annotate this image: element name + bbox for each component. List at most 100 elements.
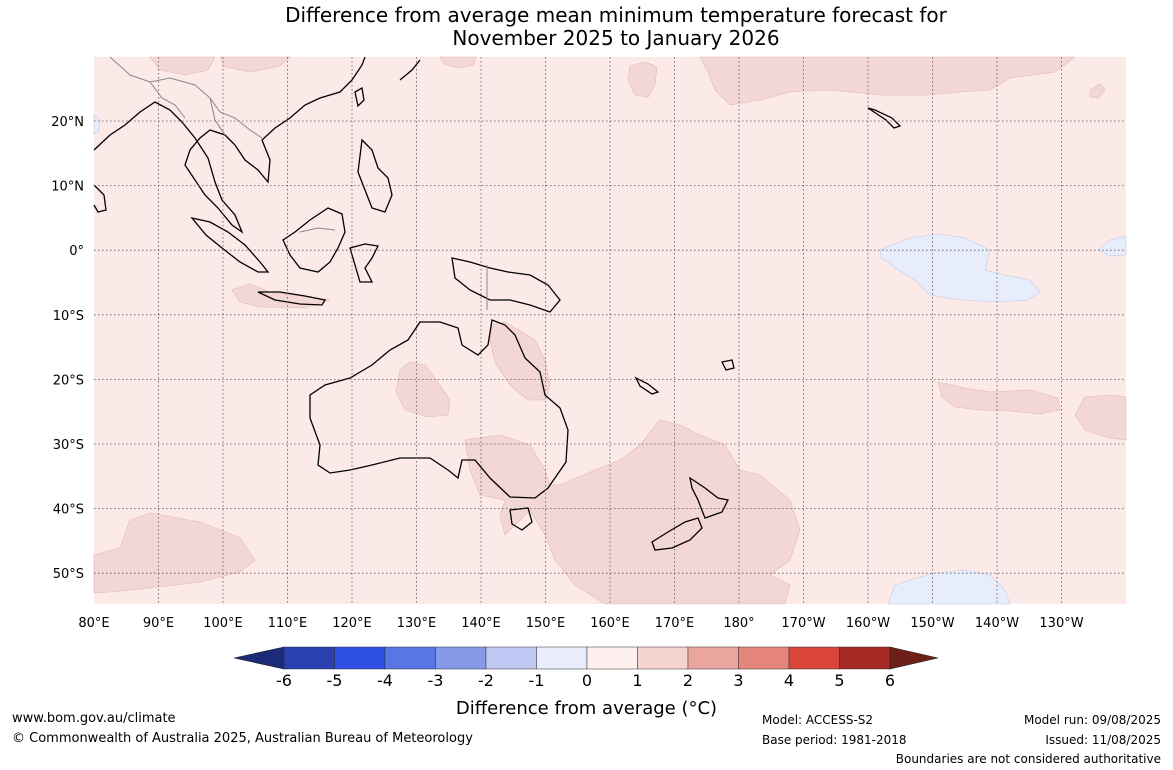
country-borders [109,56,488,310]
graticule [94,57,1126,604]
colorbar-tick-label: 6 [885,671,895,690]
coastline-philippines [357,138,393,213]
longitude-label: 130°W [1039,616,1083,631]
longitude-label: 150°W [910,616,954,631]
colorbar-tick-label: 3 [733,671,743,690]
border [109,56,263,139]
issued-date: Issued: 11/08/2025 [1045,733,1161,747]
longitude-label: 120°E [332,616,372,631]
anomaly-region [149,56,216,76]
coastline-new-caledonia [634,376,660,395]
colorbar-extend-high [889,646,939,670]
anomaly-region [1089,83,1106,99]
anomaly-region [219,56,291,73]
anomaly-regions-minus-1-to-0 [93,114,1127,605]
latitude-label: 0° [69,244,84,259]
longitude-label: 100°E [203,616,243,631]
latitude-label: 10°N [51,180,84,195]
coastline-java [257,291,327,306]
coastline-tasmania [509,507,533,531]
colorbar-swatch [536,646,588,670]
anomaly-regions-1-to-2 [93,56,1127,605]
latitude-label: 10°S [53,309,84,324]
colorbar-tick-label: -2 [478,671,494,690]
colorbar [233,646,939,670]
longitude-label: 170°W [781,616,825,631]
coastline-borneo [282,207,346,273]
latitude-labels: 20°N 10°N 0° 10°S 20°S 30°S 40°S 50°S [51,115,84,582]
colorbar-swatch [637,646,689,670]
longitude-label: 140°E [461,616,501,631]
coastline-new-zealand-north [689,476,729,519]
coastline-hawaii [867,107,902,129]
website-link[interactable]: www.bom.gov.au/climate [12,711,176,726]
coastline-sumatra [190,216,270,273]
coastline-southeast-asia [93,56,366,234]
latitude-label: 50°S [53,567,84,582]
longitude-label: 130°E [397,616,437,631]
anomaly-region [93,114,101,135]
colorbar-title: Difference from average (°C) [455,698,718,719]
longitude-label: 90°E [143,616,174,631]
border [299,227,336,233]
longitude-label: 110°E [268,616,308,631]
longitude-label: 160°E [590,616,630,631]
anomaly-region [699,56,1076,106]
colorbar-tick-label: 5 [834,671,844,690]
map-title-line-1: Difference from average mean minimum tem… [285,3,947,27]
coastline-fiji [721,359,735,371]
coastlines [93,56,902,551]
colorbar-swatch [687,646,739,670]
anomaly-region [937,381,1061,415]
latitude-label: 40°S [53,503,84,518]
anomaly-region [489,321,551,401]
map-title-line-2: November 2025 to January 2026 [452,26,780,50]
anomaly-region [439,56,477,69]
anomaly-region [231,283,331,309]
colorbar-tick-label: -1 [529,671,545,690]
longitude-labels: 80°E 90°E 100°E 110°E 120°E 130°E 140°E 150°E 16… [78,616,1083,631]
coastline-japan [399,59,421,81]
model-run-date: Model run: 09/08/2025 [1023,713,1161,727]
coastline-taiwan [354,86,365,108]
model-name: Model: ACCESS-S2 [762,713,874,727]
colorbar-swatch [435,646,487,670]
colorbar-tick-label: 2 [683,671,693,690]
anomaly-region [464,419,801,605]
border [149,81,186,119]
copyright-text: © Commonwealth of Australia 2025, Austra… [12,731,473,746]
latitude-label: 20°S [53,373,84,388]
map-title: Difference from average mean minimum tem… [0,4,1173,50]
coastline-sulawesi [349,243,379,283]
colorbar-tick-label: -4 [377,671,393,690]
colorbar-tick-label: 4 [784,671,794,690]
longitude-label: 140°W [975,616,1019,631]
coastline-india [93,184,107,213]
coastline-australia [309,319,569,499]
colorbar-swatch [586,646,638,670]
anomaly-region [1074,394,1127,441]
base-period: Base period: 1981-2018 [762,733,907,747]
latitude-label: 20°N [51,115,84,130]
colorbar-swatch [738,646,790,670]
anomaly-region [879,233,1041,303]
colorbar-extend-low [233,646,285,670]
border [209,97,226,136]
anomaly-region [395,361,451,418]
anomaly-region [627,61,658,98]
anomaly-region [1097,235,1127,257]
colorbar-swatch [788,646,840,670]
colorbar-swatch [334,646,386,670]
colorbar-tick-label: -6 [276,671,292,690]
colorbar-swatch [839,646,891,670]
colorbar-swatch [384,646,436,670]
anomaly-region [887,569,1011,605]
colorbar-tick-labels: -6 -5 -4 -3 -2 -1 0 1 2 3 4 5 6 [276,671,895,690]
colorbar-swatch [283,646,335,670]
map-panel [93,56,1127,605]
colorbar-tick-label: -3 [428,671,444,690]
longitude-label: 160°W [846,616,890,631]
coastline-new-zealand-south [651,517,703,551]
boundaries-disclaimer: Boundaries are not considered authoritat… [895,752,1161,766]
